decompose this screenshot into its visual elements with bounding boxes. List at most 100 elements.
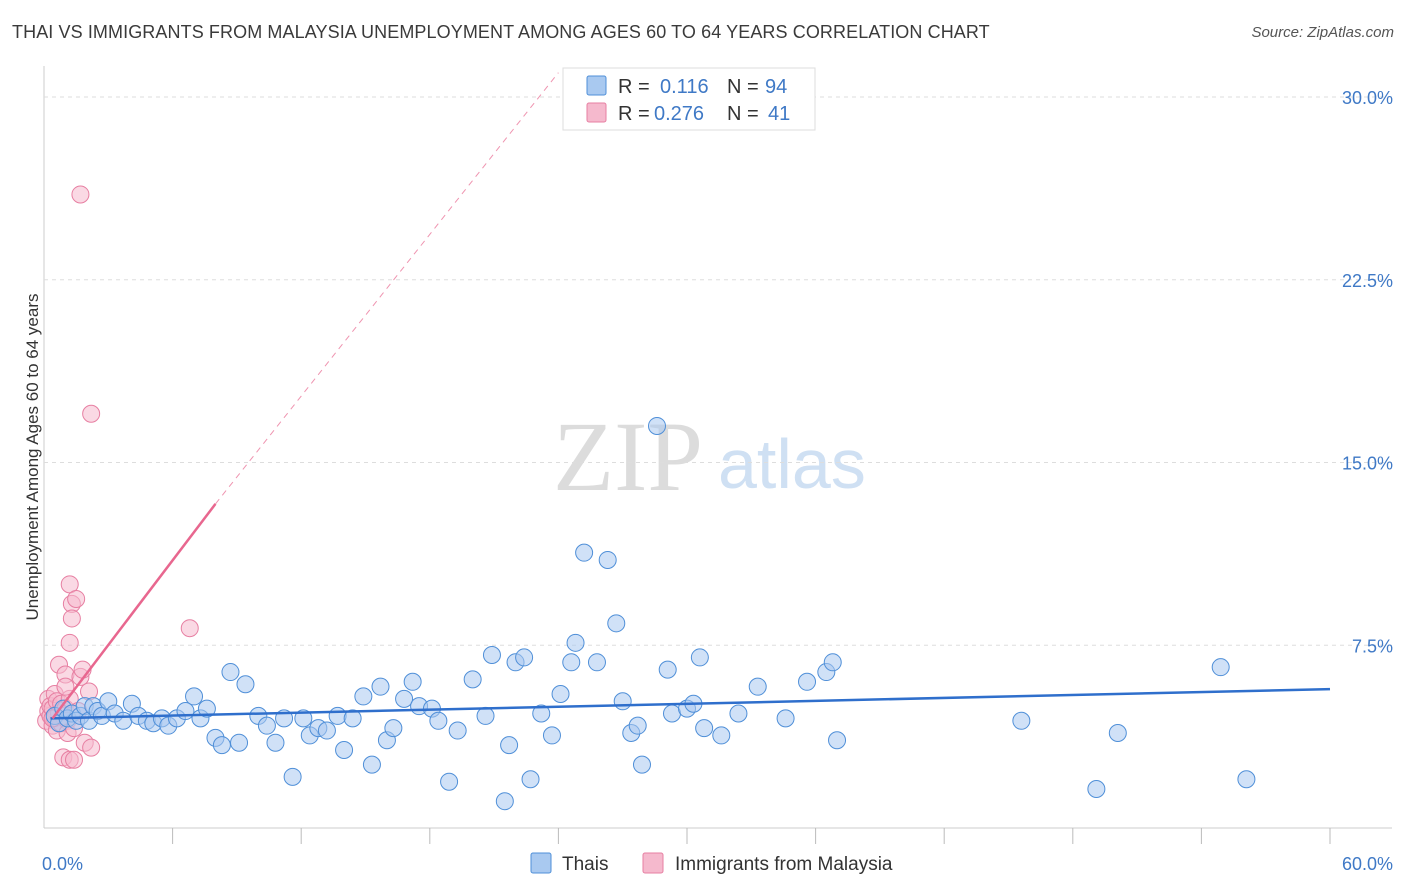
data-point-malaysia [67,589,86,608]
legend-r-value-2: 0.276 [654,103,704,125]
data-point-thais [371,677,390,696]
data-point-thais [403,672,422,691]
y-tick-label: 15.0% [1342,454,1393,474]
data-point-thais [362,755,381,774]
legend-n-value-1: 94 [765,76,787,98]
data-point-thais [798,672,817,691]
data-point-thais [294,709,313,728]
trend-line-thais [50,687,1331,720]
legend-swatch-malaysia [586,102,607,123]
data-point-thais [176,702,195,721]
source-label: Source: ZipAtlas.com [1251,24,1394,41]
data-point-thais [266,733,285,752]
data-point-thais [463,670,482,689]
data-point-thais [395,689,414,708]
data-point-thais [729,704,748,723]
data-point-thais [515,648,534,667]
data-point-thais [823,653,842,672]
data-point-thais [317,721,336,740]
legend-r-label-1: R = [618,76,650,98]
data-point-thais [185,687,204,706]
data-point-thais [1211,658,1230,677]
data-point-malaysia [56,677,75,696]
data-point-thais [598,550,617,569]
data-point-thais [658,660,677,679]
data-point-thais [748,677,767,696]
data-point-malaysia [180,619,199,638]
watermark-atlas: atlas [718,425,866,503]
data-point-thais [1108,723,1127,742]
y-tick-label: 30.0% [1342,88,1393,108]
data-point-thais [776,709,795,728]
correlation-legend: R = 0.116 N = 94 R = 0.276 N = 41 [562,67,816,131]
data-point-malaysia [82,404,101,423]
y-tick-labels: 7.5% 15.0% 22.5% 30.0% [1342,88,1393,656]
data-point-malaysia [65,750,84,769]
y-tick-label: 22.5% [1342,271,1393,291]
data-point-malaysia [62,609,81,628]
series-immigrants-malaysia [37,185,199,769]
data-point-thais [448,721,467,740]
data-point-thais [236,675,255,694]
trend-line-malaysia-extension [215,72,559,505]
x-tick-label-min: 0.0% [42,854,83,874]
data-point-thais [212,736,231,755]
data-point-thais [690,648,709,667]
data-point-thais [532,704,551,723]
data-point-thais [1012,711,1031,730]
x-tick-label-max: 60.0% [1342,854,1393,874]
data-point-thais [587,653,606,672]
data-point-thais [384,719,403,738]
bottom-legend-swatch-malaysia [642,852,664,874]
data-point-thais [495,792,514,811]
data-point-thais [221,663,240,682]
series-legend: Thais Immigrants from Malaysia [530,852,893,875]
data-point-thais [343,709,362,728]
data-point-thais [500,736,519,755]
data-point-thais [1087,780,1106,799]
data-point-thais [1237,770,1256,789]
data-point-thais [197,699,216,718]
data-point-thais [482,645,501,664]
bottom-legend-label-malaysia: Immigrants from Malaysia [675,854,893,875]
data-point-thais [647,416,666,435]
gridlines [44,96,1392,646]
data-point-thais [562,653,581,672]
legend-n-label-1: N = [727,76,759,98]
data-point-thais [712,726,731,745]
data-point-thais [440,772,459,791]
data-point-thais [662,704,681,723]
legend-n-label-2: N = [727,103,759,125]
data-point-thais [257,716,276,735]
legend-r-label-2: R = [618,103,650,125]
y-tick-label: 7.5% [1352,636,1393,656]
data-point-thais [476,706,495,725]
data-point-malaysia [82,738,101,757]
bottom-legend-label-thais: Thais [562,854,608,875]
legend-r-value-1: 0.116 [660,76,709,98]
data-point-thais [628,716,647,735]
data-point-thais [575,543,594,562]
chart-title: THAI VS IMMIGRANTS FROM MALAYSIA UNEMPLO… [12,22,990,42]
legend-swatch-thais [586,75,607,96]
data-point-thais [613,692,632,711]
data-point-thais [695,719,714,738]
data-point-thais [632,755,651,774]
data-point-malaysia [71,185,90,204]
data-point-thais [566,633,585,652]
data-point-thais [521,770,540,789]
data-point-thais [283,767,302,786]
data-point-thais [429,711,448,730]
data-point-thais [551,684,570,703]
data-point-thais [828,731,847,750]
trend-line-malaysia [51,503,217,720]
data-point-thais [328,706,347,725]
x-ticks [172,828,1331,844]
data-point-thais [230,733,249,752]
data-point-thais [335,741,354,760]
data-point-malaysia [60,633,79,652]
data-point-thais [607,614,626,633]
legend-n-value-2: 41 [768,103,790,125]
trend-lines [50,72,1331,720]
